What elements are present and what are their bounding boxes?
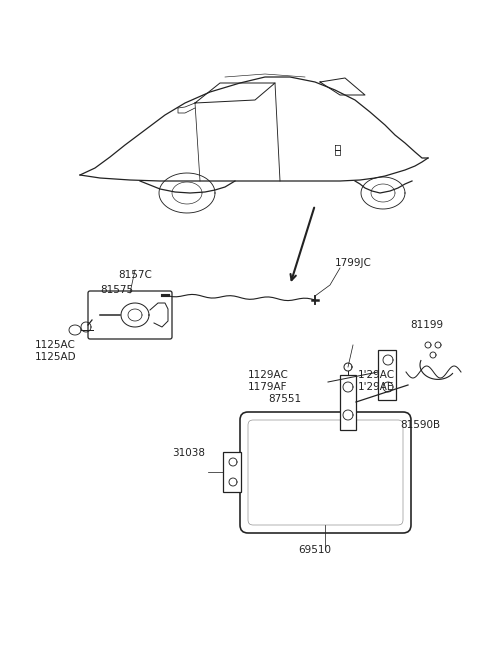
Text: 87551: 87551 bbox=[268, 394, 301, 404]
Circle shape bbox=[430, 352, 436, 358]
FancyBboxPatch shape bbox=[240, 412, 411, 533]
Text: 1'29AE: 1'29AE bbox=[358, 382, 395, 392]
Circle shape bbox=[425, 342, 431, 348]
Text: 1799JC: 1799JC bbox=[335, 258, 372, 268]
Bar bbox=[340, 375, 356, 430]
Text: 81590B: 81590B bbox=[400, 420, 440, 430]
Bar bbox=[223, 452, 241, 492]
Bar bbox=[378, 350, 396, 400]
Text: 1125AD: 1125AD bbox=[35, 352, 77, 362]
Text: 81575: 81575 bbox=[100, 285, 133, 295]
Text: 1125AC: 1125AC bbox=[35, 340, 76, 350]
Text: 8157C: 8157C bbox=[118, 270, 152, 280]
Circle shape bbox=[435, 342, 441, 348]
Text: 1179AF: 1179AF bbox=[248, 382, 288, 392]
Text: 69510: 69510 bbox=[298, 545, 331, 555]
Text: 81199: 81199 bbox=[410, 320, 443, 330]
FancyBboxPatch shape bbox=[88, 291, 172, 339]
Text: 1'29AC: 1'29AC bbox=[358, 370, 395, 380]
Text: 1129AC: 1129AC bbox=[248, 370, 289, 380]
Text: 31038: 31038 bbox=[172, 448, 205, 458]
